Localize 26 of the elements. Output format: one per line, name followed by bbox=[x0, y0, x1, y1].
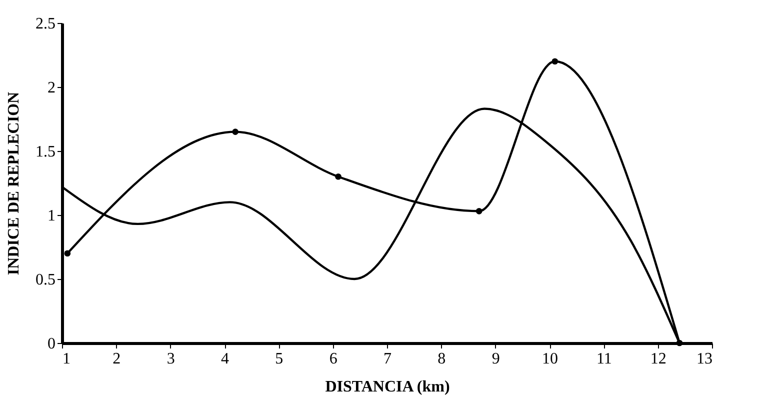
x-tick-label: 6 bbox=[329, 350, 338, 368]
point bbox=[552, 58, 558, 65]
x-tick-label: 7 bbox=[384, 350, 392, 368]
y-tick-label: 0 bbox=[48, 336, 56, 352]
point bbox=[476, 208, 482, 214]
x-tick-label: 13 bbox=[696, 350, 712, 368]
x-tick-label: 8 bbox=[438, 350, 446, 368]
x-tick-label: 2 bbox=[112, 350, 121, 368]
y-tick-label: 1 bbox=[48, 208, 56, 224]
x-tick-label: 4 bbox=[221, 350, 229, 368]
x-tick-label: 9 bbox=[492, 350, 500, 368]
y-axis-title: INDICE DE REPLECION bbox=[6, 91, 22, 276]
point bbox=[64, 250, 71, 257]
point bbox=[232, 128, 238, 135]
x-tick-label: 10 bbox=[542, 350, 558, 368]
x-tick-label: 1 bbox=[62, 350, 70, 368]
y-tick-label: 1.5 bbox=[36, 144, 56, 160]
y-tick-label: 2.5 bbox=[36, 16, 56, 32]
y-tick-label: 0.5 bbox=[36, 272, 56, 288]
x-tick-label: 11 bbox=[596, 350, 612, 368]
x-tick-label: 12 bbox=[650, 350, 666, 368]
point bbox=[335, 173, 342, 180]
y-tick-label: 2 bbox=[48, 80, 56, 96]
x-tick-label: 5 bbox=[275, 350, 284, 368]
x-axis-title: DISTANCIA (km) bbox=[325, 378, 450, 396]
x-tick-label: 3 bbox=[166, 350, 175, 368]
